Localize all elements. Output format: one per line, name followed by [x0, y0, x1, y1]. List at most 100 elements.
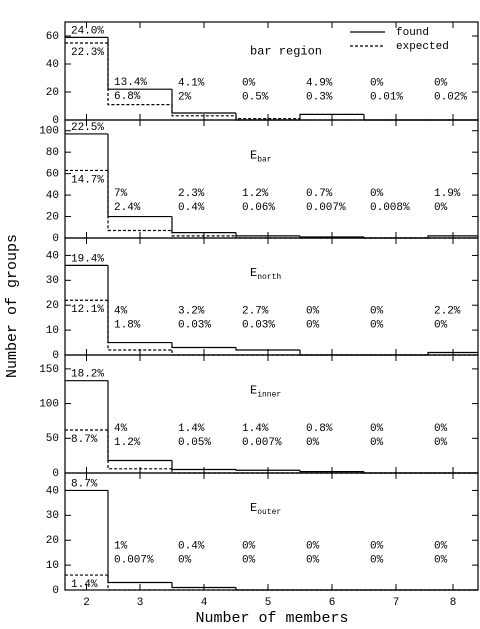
y-axis-label: Number of groups	[4, 234, 21, 378]
percent-label: 0%	[178, 554, 192, 566]
percent-label: 2.2%	[434, 305, 461, 317]
y-tick-label: 20	[46, 211, 59, 223]
step-bin	[171, 216, 236, 234]
percent-label: 8.7%	[71, 478, 98, 490]
percent-label: 3.2%	[178, 305, 205, 317]
percent-label: 24.0%	[71, 25, 104, 37]
percent-label: 2.4%	[114, 202, 141, 214]
y-tick-label: 40	[46, 250, 59, 262]
percent-label: 1.2%	[114, 437, 141, 449]
percent-label: 0.05%	[178, 437, 211, 449]
percent-label: 0%	[306, 437, 320, 449]
y-tick-label: 100	[39, 126, 59, 138]
step-bin	[299, 235, 364, 238]
panel-title: Einner	[250, 384, 281, 400]
plot-frame	[64, 472, 479, 591]
panel-title-main: E	[250, 501, 257, 515]
percent-label: 0%	[370, 554, 384, 566]
percent-label: 19.4%	[71, 253, 104, 265]
plot-frame	[64, 119, 479, 239]
step-bin	[107, 300, 172, 351]
y-tick-label: 100	[39, 398, 59, 410]
panel-title: Eouter	[250, 501, 281, 517]
step-bin	[427, 351, 478, 355]
percent-label: 0%	[434, 437, 448, 449]
percent-label: 0.4%	[178, 202, 205, 214]
percent-label: 0%	[434, 554, 448, 566]
panel-title: Ebar	[250, 149, 272, 165]
panel-title: bar region	[250, 45, 322, 59]
percent-label: 0%	[242, 78, 256, 90]
percent-label: 1.4%	[71, 579, 98, 591]
panel-title-sub: north	[257, 273, 281, 282]
percent-label: 8.7%	[71, 434, 98, 446]
panel-title-main: E	[250, 384, 257, 398]
y-tick-label: 20	[46, 87, 59, 99]
x-tick-label: 2	[83, 597, 90, 609]
y-tick-label: 0	[52, 585, 59, 597]
panel-title-main: bar region	[250, 45, 322, 59]
percent-label: 0.03%	[178, 319, 211, 331]
y-tick-label: 0	[52, 468, 59, 480]
y-tick-label: 150	[39, 364, 59, 376]
percent-label: 0.02%	[434, 92, 467, 104]
x-tick-label: 6	[329, 597, 336, 609]
step-bin	[171, 230, 236, 237]
step-bin	[107, 170, 172, 232]
percent-label: 0.7%	[306, 188, 333, 200]
percent-label: 4.9%	[306, 78, 333, 90]
percent-label: 0%	[306, 554, 320, 566]
step-bin	[235, 115, 300, 120]
percent-label: 0%	[370, 305, 384, 317]
percent-label: 1.9%	[434, 188, 461, 200]
panel-title-sub: outer	[257, 508, 281, 517]
step-bin	[171, 104, 236, 117]
x-tick-label: 4	[201, 597, 208, 609]
percent-label: 0%	[370, 423, 384, 435]
y-tick-label: 20	[46, 300, 59, 312]
x-tick-label: 5	[265, 597, 272, 609]
y-tick-label: 20	[46, 535, 59, 547]
step-bin	[171, 342, 236, 349]
percent-label: 0.007%	[306, 202, 346, 214]
percent-label: 0%	[370, 540, 384, 552]
step-bin	[107, 43, 172, 106]
percent-label: 4.1%	[178, 78, 205, 90]
percent-label: 1.2%	[242, 188, 269, 200]
y-tick-label: 40	[46, 59, 59, 71]
percent-label: 0.06%	[242, 202, 275, 214]
step-bin	[235, 469, 300, 471]
step-bin	[235, 347, 300, 351]
panel-title: Enorth	[250, 266, 281, 282]
panel-title-sub: bar	[257, 156, 272, 165]
percent-label: 12.1%	[71, 304, 104, 316]
step-bin	[171, 89, 236, 114]
percent-label: 22.5%	[71, 122, 104, 134]
x-tick-label: 3	[137, 597, 144, 609]
percent-label: 22.3%	[71, 47, 104, 59]
percent-label: 18.2%	[71, 369, 104, 381]
legend-label: expected	[396, 41, 449, 53]
percent-label: 0.008%	[370, 202, 410, 214]
percent-label: 0.007%	[114, 554, 154, 566]
percent-label: 0%	[434, 319, 448, 331]
percent-label: 1%	[114, 540, 128, 552]
percent-label: 0%	[370, 78, 384, 90]
percent-label: 0%	[434, 78, 448, 90]
percent-label: 0%	[306, 319, 320, 331]
percent-label: 2.7%	[242, 305, 269, 317]
y-tick-label: 40	[46, 485, 59, 497]
percent-label: 13.4%	[114, 77, 147, 89]
percent-label: 0.007%	[242, 437, 282, 449]
percent-label: 1.4%	[178, 423, 205, 435]
percent-label: 0%	[370, 319, 384, 331]
plot-frame	[64, 237, 479, 356]
x-tick-label: 8	[450, 597, 457, 609]
percent-label: 14.7%	[71, 174, 104, 186]
y-tick-label: 10	[46, 560, 59, 572]
percent-label: 0%	[242, 540, 256, 552]
percent-label: 0.5%	[242, 92, 269, 104]
percent-label: 4%	[114, 423, 128, 435]
percent-label: 6.8%	[114, 91, 141, 103]
percent-label: 0.03%	[242, 319, 275, 331]
